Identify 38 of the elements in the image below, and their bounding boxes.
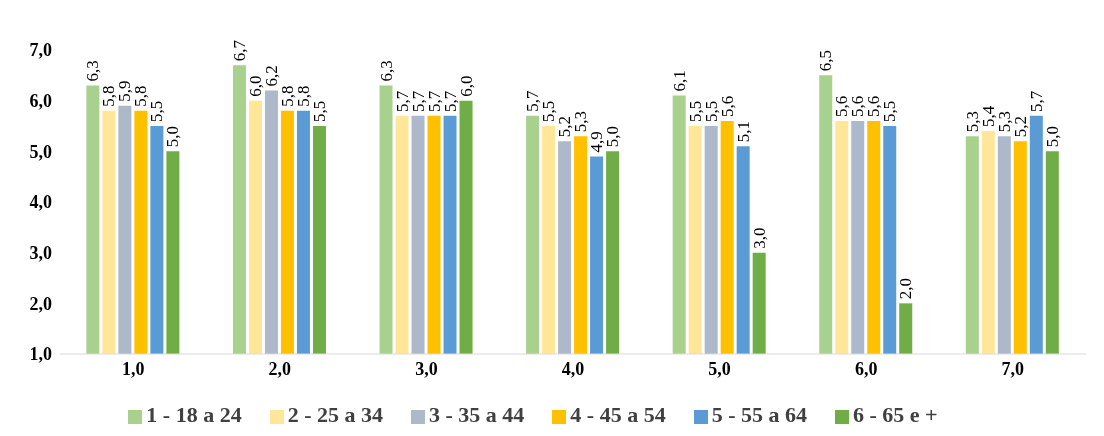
y-tick-label: 7,0 bbox=[29, 40, 52, 61]
legend-label: 3 - 35 a 44 bbox=[429, 402, 525, 427]
data-label: 2,0 bbox=[896, 278, 916, 300]
y-tick-label: 1,0 bbox=[29, 344, 52, 365]
data-label: 3,0 bbox=[749, 227, 769, 249]
data-label: 5,7 bbox=[392, 90, 412, 112]
data-label: 6,1 bbox=[669, 70, 689, 92]
x-tick-label: 3,0 bbox=[415, 358, 438, 379]
x-tick-label: 1,0 bbox=[122, 358, 145, 379]
legend-label: 4 - 45 a 54 bbox=[570, 402, 666, 427]
data-label: 5,5 bbox=[309, 100, 329, 122]
y-tick-label: 2,0 bbox=[29, 293, 52, 314]
data-label: 5,3 bbox=[962, 110, 982, 133]
legend-label: 1 - 18 a 24 bbox=[146, 402, 242, 427]
data-label: 5,5 bbox=[685, 100, 705, 122]
y-tick-label: 6,0 bbox=[29, 91, 52, 112]
x-tick-label: 7,0 bbox=[1001, 358, 1024, 379]
data-label: 6,3 bbox=[83, 60, 103, 82]
data-label: 5,0 bbox=[1042, 126, 1062, 148]
data-label: 6,0 bbox=[456, 75, 476, 97]
x-tick-label: 5,0 bbox=[708, 358, 731, 379]
x-tick-label: 2,0 bbox=[268, 358, 292, 379]
data-label: 6,3 bbox=[376, 60, 396, 82]
x-tick-label: 4,0 bbox=[561, 358, 585, 379]
y-tick-label: 4,0 bbox=[29, 192, 52, 213]
data-label: 6,0 bbox=[245, 75, 265, 97]
data-label: 5,1 bbox=[733, 121, 753, 143]
x-tick-label: 6,0 bbox=[854, 358, 878, 379]
data-label: 5,8 bbox=[277, 85, 297, 107]
legend-label: 2 - 25 a 34 bbox=[287, 402, 384, 427]
data-label: 6,7 bbox=[229, 39, 249, 62]
data-label: 5,7 bbox=[1026, 90, 1046, 112]
y-tick-label: 3,0 bbox=[29, 243, 52, 264]
y-tick-label: 5,0 bbox=[29, 141, 52, 162]
data-label: 6,5 bbox=[816, 50, 836, 72]
legend-label: 6 - 65 e + bbox=[853, 402, 938, 427]
data-label: 5,0 bbox=[163, 126, 183, 148]
legend-label: 5 - 55 a 64 bbox=[711, 402, 807, 427]
